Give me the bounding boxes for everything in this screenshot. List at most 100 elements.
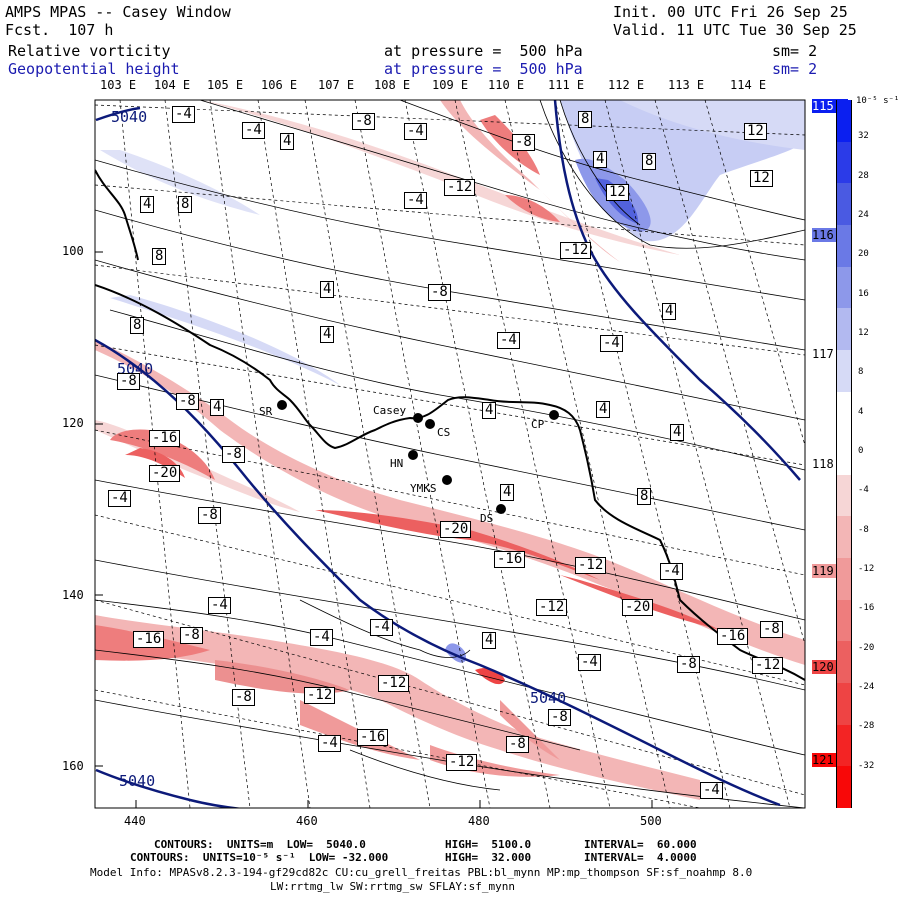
field2-name: Geopotential height [8,60,180,78]
vort-label: 12 [606,184,629,201]
colorbar-tick-label: -24 [858,682,875,692]
vort-label: -4 [497,332,520,349]
station-dot-ymks [442,475,452,485]
vort-label: -4 [578,654,601,671]
y-tick-140: 140 [62,588,84,602]
vort-label: -16 [149,430,181,447]
footer-height-contours: CONTOURS: UNITS=m LOW= 5040.0 [154,838,366,851]
colorbar-cell [837,599,851,642]
colorbar-tick-label: -4 [858,485,869,496]
vort-label: -12 [752,657,784,674]
lon-label-112: 112 E [608,78,645,92]
y-tick-160: 160 [62,759,84,773]
colorbar-cell [837,433,851,475]
height-label-5040: 5040 [530,689,567,707]
vort-label: -8 [180,627,203,644]
station-dot-casey [413,413,423,423]
field1-smooth: sm= 2 [772,42,818,60]
vort-label: -8 [512,134,535,151]
lon-label-114: 114 E [730,78,767,92]
x-tick-460: 460 [296,814,318,828]
station-dot-ds [496,504,506,514]
vort-label: -20 [440,521,472,538]
colorbar-tick-label: 8 [858,367,864,378]
footer-height-high: HIGH= 5100.0 [445,838,532,851]
footer-model-info-2: LW:rrtmg_lw SW:rrtmg_sw SFLAY:sf_mynn [270,880,516,893]
station-label-sr: SR [259,405,273,418]
vort-label: -12 [304,687,336,704]
vort-label: -12 [446,754,478,771]
lon-label-113: 113 E [668,78,705,92]
colorbar-cell [837,558,851,600]
lon-label-110: 110 E [488,78,525,92]
vort-label: -4 [318,735,341,752]
colorbar-tick-label: -28 [858,721,875,732]
station-label-hn: HN [390,457,404,470]
colorbar-cell [837,266,851,309]
lon-label-106: 106 E [261,78,298,92]
x-tick-480: 480 [468,814,490,828]
vort-label: 8 [178,196,193,213]
vort-label: -12 [575,557,607,574]
x-tick-440: 440 [124,814,146,828]
vort-label: -4 [404,123,427,140]
vort-label: -8 [232,689,255,706]
colorbar-tick-label: 24 [858,210,869,220]
lon-label-111: 111 E [548,78,585,92]
vort-label: 4 [500,484,515,501]
footer-vort-high: HIGH= 32.000 [445,851,532,864]
station-dot-cp [549,410,559,420]
colorbar-cell [837,141,851,184]
station-label-cp: CP [531,418,545,431]
y-tick-100: 100 [62,244,84,258]
height-label-5040: 5040 [119,772,156,790]
vort-label: 12 [744,123,767,140]
vort-label: -4 [404,192,427,209]
lon-label-107: 107 E [318,78,355,92]
vort-label: -16 [357,729,389,746]
colorbar-tick-label: 20 [858,249,869,260]
colorbar [836,100,852,808]
vort-label: -16 [133,631,165,648]
colorbar-cell [837,100,851,142]
colorbar-tick-label: -12 [858,564,875,574]
vort-label: -20 [622,599,654,616]
footer-vort-interval: INTERVAL= 4.0000 [584,851,697,864]
vort-label: 12 [750,170,773,187]
valid-time: Valid. 11 UTC Tue 30 Sep 25 [613,21,857,39]
colorbar-tick-label: 28 [858,170,869,181]
lon-label-108: 108 E [374,78,411,92]
colorbar-cell [837,516,851,559]
vort-label: -12 [560,242,592,259]
colorbar-cell [837,766,851,808]
footer-height-interval: INTERVAL= 60.000 [584,838,697,851]
field2-level: at pressure = 500 hPa [384,60,583,78]
lon-label-109: 109 E [432,78,469,92]
vorticity-contours [95,100,805,808]
colorbar-tick-label: 16 [858,288,869,299]
vort-label: 8 [578,111,593,128]
field2-smooth: sm= 2 [772,60,818,78]
vort-label: 4 [140,196,155,213]
station-label-cs: CS [437,426,451,439]
plot-frame [94,99,806,809]
colorbar-cell [837,224,851,267]
lon-label-103: 103 E [100,78,137,92]
footer-vort-contours: CONTOURS: UNITS=10⁻⁵ s⁻¹ LOW= -32.000 [130,851,389,864]
vort-label: 4 [482,402,497,419]
colorbar-tick-label: -8 [858,524,869,535]
vort-label: -4 [700,782,723,799]
vort-label: -16 [717,628,749,645]
vort-label: -4 [108,490,131,507]
station-markers [277,400,559,514]
vort-label: -8 [548,709,571,726]
colorbar-tick-label: 4 [858,406,864,417]
vort-label: -12 [444,179,476,196]
vort-label: -4 [660,563,683,580]
station-label-ymks: YMKS [410,482,437,495]
vort-label: -8 [428,284,451,301]
vort-label: 4 [280,133,295,150]
app-title: AMPS MPAS -- Casey Window [5,3,231,21]
vort-label: -20 [149,465,181,482]
